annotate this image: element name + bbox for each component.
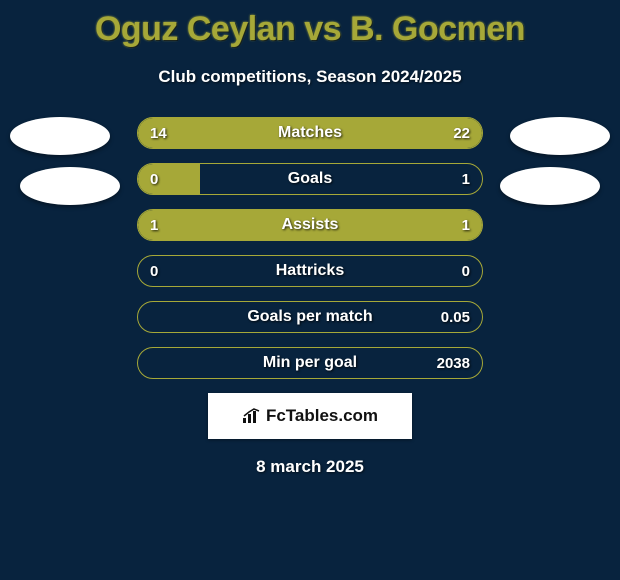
date-label: 8 march 2025 (0, 457, 620, 477)
stat-row: Goals01 (137, 163, 483, 195)
player-right-avatar-top (510, 117, 610, 155)
stat-value-right: 0 (450, 256, 482, 286)
stat-rows-container: Matches1422 Goals01 Assists11 Hattricks0 0 Go… (137, 117, 483, 379)
stat-value-right: 0.05 (429, 302, 482, 332)
player-right-avatar-bottom (500, 167, 600, 205)
stat-label: Goals per match (138, 302, 482, 332)
stat-row: Assists11 (137, 209, 483, 241)
stat-fill-right (269, 118, 482, 148)
subtitle: Club competitions, Season 2024/2025 (0, 67, 620, 87)
brand-text: FcTables.com (242, 406, 378, 426)
player-left-avatar-top (10, 117, 110, 155)
stat-row: Min per goal2038 (137, 347, 483, 379)
stat-label: Min per goal (138, 348, 482, 378)
stat-value-left (138, 348, 162, 378)
chart-icon (242, 408, 262, 424)
stat-fill-left (138, 210, 482, 240)
comparison-content: Matches1422 Goals01 Assists11 Hattricks0 0 Go… (0, 117, 620, 379)
stat-row: Matches1422 (137, 117, 483, 149)
brand-label: FcTables.com (266, 406, 378, 426)
stat-label: Hattricks (138, 256, 482, 286)
stat-value-left (138, 302, 162, 332)
stat-fill-left (138, 164, 200, 194)
page-title: Oguz Ceylan vs B. Gocmen (0, 0, 620, 49)
stat-value-left: 0 (138, 256, 170, 286)
stat-row: Goals per match0.05 (137, 301, 483, 333)
brand-box: FcTables.com (208, 393, 412, 439)
stat-row: Hattricks0 0 (137, 255, 483, 287)
player-left-avatar-bottom (20, 167, 120, 205)
stat-value-right: 1 (450, 164, 482, 194)
stat-fill-left (138, 118, 269, 148)
stat-value-right: 2038 (425, 348, 482, 378)
